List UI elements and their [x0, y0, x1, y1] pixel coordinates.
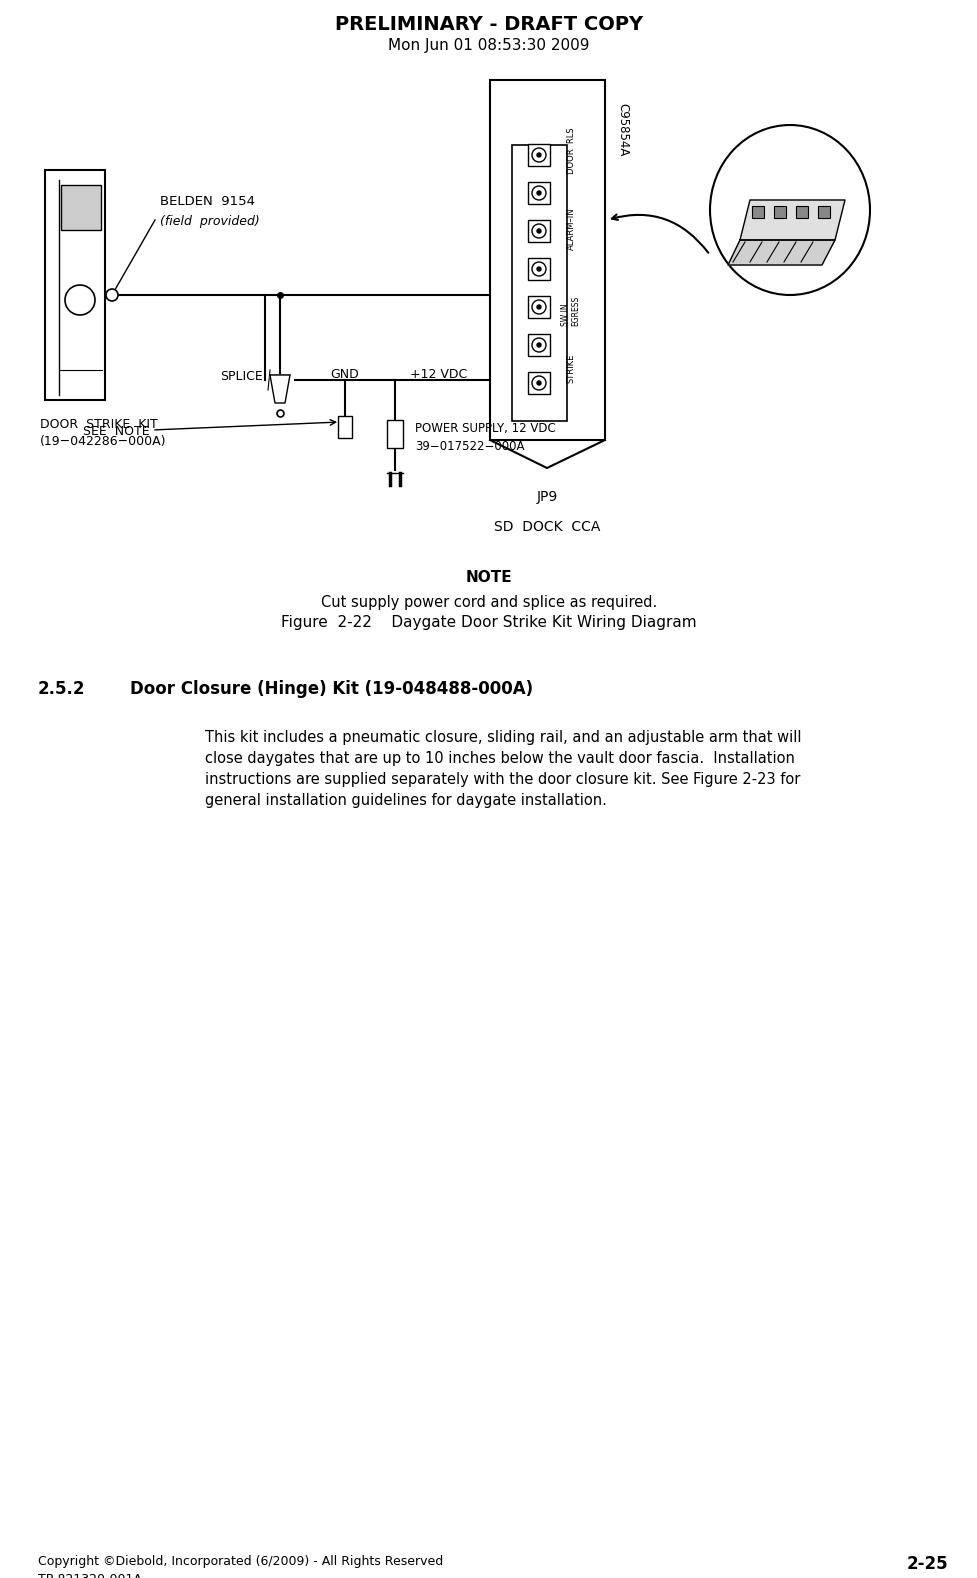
Text: (19−042286−000A): (19−042286−000A) — [40, 436, 166, 448]
Bar — [45, 170, 105, 399]
Text: SD  DOCK  CCA: SD DOCK CCA — [493, 521, 600, 533]
Circle shape — [531, 376, 545, 390]
Bar — [528, 144, 549, 166]
Text: GND: GND — [329, 368, 359, 380]
Polygon shape — [270, 376, 290, 402]
Text: SPLICE: SPLICE — [220, 369, 263, 383]
Bar — [512, 145, 567, 421]
Bar — [528, 297, 549, 319]
Text: This kit includes a pneumatic closure, sliding rail, and an adjustable arm that : This kit includes a pneumatic closure, s… — [205, 731, 801, 808]
Circle shape — [531, 338, 545, 352]
Text: +12 VDC: +12 VDC — [409, 368, 467, 380]
Text: STRIKE: STRIKE — [566, 353, 574, 383]
Bar — [817, 207, 829, 218]
Circle shape — [64, 286, 95, 316]
Ellipse shape — [709, 125, 870, 295]
Text: 2.5.2: 2.5.2 — [38, 680, 85, 697]
Circle shape — [531, 224, 545, 238]
Circle shape — [536, 342, 540, 347]
Text: 39−017522−000A: 39−017522−000A — [414, 440, 524, 453]
Circle shape — [106, 289, 118, 301]
Bar — [528, 257, 549, 279]
Bar — [751, 207, 763, 218]
Circle shape — [536, 229, 540, 234]
Circle shape — [536, 153, 540, 156]
Text: DOOR  STRIKE  KIT: DOOR STRIKE KIT — [40, 418, 157, 431]
Text: PRELIMINARY - DRAFT COPY: PRELIMINARY - DRAFT COPY — [334, 16, 643, 35]
Text: NOTE: NOTE — [465, 570, 512, 585]
Bar — [528, 372, 549, 394]
Bar — [528, 219, 549, 241]
Text: Figure  2-22    Daygate Door Strike Kit Wiring Diagram: Figure 2-22 Daygate Door Strike Kit Wiri… — [281, 615, 696, 630]
Text: Cut supply power cord and splice as required.: Cut supply power cord and splice as requ… — [320, 595, 657, 611]
Bar — [338, 417, 352, 439]
Polygon shape — [740, 200, 844, 240]
Bar — [773, 207, 786, 218]
Circle shape — [531, 148, 545, 163]
Bar — [528, 335, 549, 357]
Bar — [387, 420, 403, 448]
Circle shape — [531, 186, 545, 200]
Text: C95854A: C95854A — [616, 103, 629, 156]
Text: ALARM–IN: ALARM–IN — [566, 207, 574, 249]
Circle shape — [536, 191, 540, 196]
Text: 2-25: 2-25 — [906, 1554, 947, 1573]
Circle shape — [531, 300, 545, 314]
Circle shape — [536, 305, 540, 309]
Bar — [489, 80, 605, 440]
Text: Mon Jun 01 08:53:30 2009: Mon Jun 01 08:53:30 2009 — [388, 38, 589, 54]
Text: BELDEN  9154: BELDEN 9154 — [160, 196, 255, 208]
Text: TP-821320-001A: TP-821320-001A — [38, 1573, 142, 1578]
Text: (field  provided): (field provided) — [160, 215, 260, 227]
Text: JP9: JP9 — [536, 491, 558, 503]
Text: SEE  NOTE: SEE NOTE — [83, 424, 149, 439]
Text: DOOR  RLS: DOOR RLS — [566, 128, 574, 174]
Bar — [795, 207, 807, 218]
Text: POWER SUPPLY, 12 VDC: POWER SUPPLY, 12 VDC — [414, 421, 555, 436]
Bar — [61, 185, 101, 230]
Polygon shape — [727, 240, 834, 265]
Circle shape — [536, 267, 540, 271]
Circle shape — [536, 380, 540, 385]
Text: Door Closure (Hinge) Kit (19-048488-000A): Door Closure (Hinge) Kit (19-048488-000A… — [130, 680, 532, 697]
Text: SW IN
EGRESS: SW IN EGRESS — [561, 295, 580, 327]
Bar — [528, 181, 549, 204]
Circle shape — [531, 262, 545, 276]
Text: Copyright ©Diebold, Incorporated (6/2009) - All Rights Reserved: Copyright ©Diebold, Incorporated (6/2009… — [38, 1554, 443, 1569]
